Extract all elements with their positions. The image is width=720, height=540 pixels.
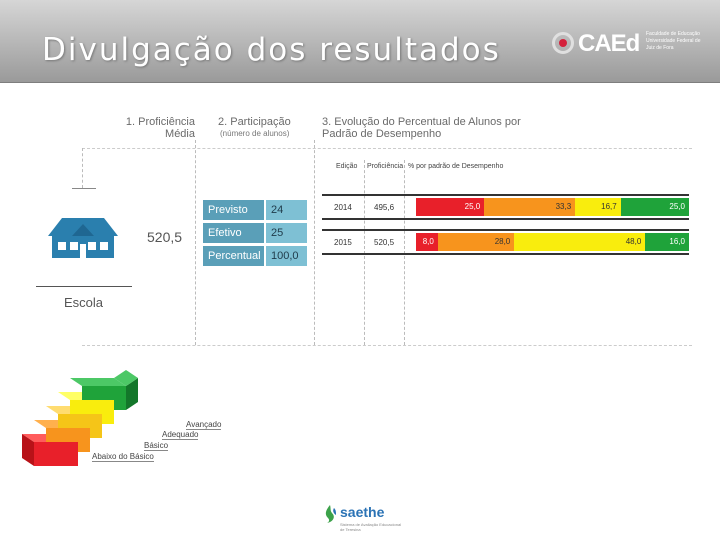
guide-line-vertical bbox=[314, 140, 315, 345]
legend-level-abaixo: Abaixo do Básico bbox=[92, 452, 154, 462]
caed-logo-icon bbox=[552, 32, 574, 54]
guide-line-vertical bbox=[82, 148, 83, 188]
performance-stairs-icon bbox=[22, 370, 138, 466]
saethe-logo-icon bbox=[325, 505, 336, 523]
guide-line-horizontal bbox=[82, 148, 692, 149]
participation-label: Previsto bbox=[203, 200, 264, 220]
guide-line-vertical bbox=[195, 140, 196, 345]
participation-label: Percentual bbox=[203, 246, 264, 266]
school-divider bbox=[36, 286, 132, 287]
evolution-stacked-bar: 8,0 28,0 48,0 16,0 bbox=[416, 232, 689, 252]
participation-row-efetivo: Efetivo 25 bbox=[203, 223, 307, 243]
evolution-header-padrao: % por padrão de Desempenho bbox=[408, 163, 504, 170]
school-tick bbox=[72, 188, 96, 189]
bar-segment-abaixo-do-basico: 25,0 bbox=[416, 198, 485, 216]
guide-line-vertical bbox=[364, 160, 365, 345]
saethe-logo-name: saethe bbox=[340, 504, 385, 520]
legend-level-adequado: Adequado bbox=[162, 430, 199, 440]
caed-logo-subtitle: Faculdade de Educação Universidade Feder… bbox=[646, 31, 701, 51]
bar-segment-basico: 33,3 bbox=[484, 198, 576, 216]
section-evolucao-title: 3. Evolução do Percentual de Alunos por … bbox=[322, 116, 521, 140]
evolution-edition: 2015 bbox=[334, 237, 352, 247]
participation-value: 100,0 bbox=[266, 246, 307, 266]
caed-logo: CAEd Faculdade de Educação Universidade … bbox=[552, 30, 702, 58]
caed-logo-name: CAEd bbox=[578, 30, 640, 57]
participation-row-percentual: Percentual 100,0 bbox=[203, 246, 307, 266]
participation-table: Previsto 24 Efetivo 25 Percentual 100,0 bbox=[203, 200, 307, 269]
evolution-header-proficiencia: Proficiência bbox=[367, 163, 404, 170]
school-proficiency-value: 520,5 bbox=[147, 229, 183, 245]
evolution-proficiency: 495,6 bbox=[374, 202, 395, 212]
saethe-logo: saethe Sistema de Avaliação Educacional … bbox=[322, 502, 402, 536]
school-icon bbox=[48, 218, 118, 258]
evolution-edition: 2014 bbox=[334, 202, 352, 212]
participation-value: 24 bbox=[266, 200, 307, 220]
section-participacao-title: 2. Participação bbox=[218, 116, 291, 128]
legend-level-avancado: Avançado bbox=[186, 420, 222, 430]
bar-segment-abaixo-do-basico: 8,0 bbox=[416, 233, 438, 251]
evolution-proficiency: 520,5 bbox=[374, 237, 395, 247]
page-title: Divulgação dos resultados bbox=[42, 32, 501, 68]
evolution-row-2015: 2015 520,5 8,0 28,0 48,0 16,0 bbox=[322, 229, 689, 255]
bar-segment-avancado: 16,0 bbox=[645, 233, 689, 251]
legend-level-basico: Básico bbox=[144, 441, 169, 451]
evolution-row-2014: 2014 495,6 25,0 33,3 16,7 25,0 bbox=[322, 194, 689, 220]
evolution-stacked-bar: 25,0 33,3 16,7 25,0 bbox=[416, 197, 689, 217]
section-participacao-subtitle: (número de alunos) bbox=[220, 129, 290, 138]
section-proficiencia-title: 1. Proficiência Média bbox=[125, 116, 195, 140]
bar-segment-adequado: 48,0 bbox=[514, 233, 646, 251]
guide-line-vertical bbox=[404, 160, 405, 345]
bar-segment-adequado: 16,7 bbox=[575, 198, 621, 216]
saethe-logo-subtitle: Sistema de Avaliação Educacional de Tere… bbox=[340, 522, 402, 532]
bar-segment-basico: 28,0 bbox=[437, 233, 515, 251]
evolution-header-edicao: Edição bbox=[336, 163, 358, 170]
bar-segment-avancado: 25,0 bbox=[620, 198, 689, 216]
participation-label: Efetivo bbox=[203, 223, 264, 243]
participation-value: 25 bbox=[266, 223, 307, 243]
guide-line-horizontal bbox=[82, 345, 692, 346]
school-label: Escola bbox=[64, 295, 104, 310]
header-bar: Divulgação dos resultados CAEd Faculdade… bbox=[0, 0, 720, 83]
participation-row-previsto: Previsto 24 bbox=[203, 200, 307, 220]
